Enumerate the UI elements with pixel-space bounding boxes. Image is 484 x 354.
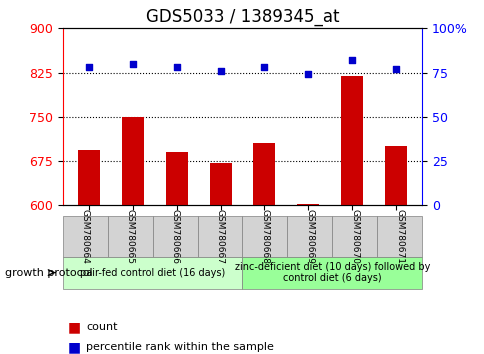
Bar — [78, 150, 100, 205]
Text: GSM780664: GSM780664 — [81, 209, 90, 264]
Text: GSM780665: GSM780665 — [125, 209, 135, 264]
Text: percentile rank within the sample: percentile rank within the sample — [86, 342, 273, 352]
Point — [391, 66, 399, 72]
Text: count: count — [86, 322, 118, 332]
Point — [85, 64, 93, 70]
Text: pair-fed control diet (16 days): pair-fed control diet (16 days) — [80, 268, 225, 278]
Text: GSM780666: GSM780666 — [170, 209, 180, 264]
Bar — [209, 163, 231, 205]
Point — [173, 64, 181, 70]
Text: GSM780667: GSM780667 — [215, 209, 224, 264]
Text: ■: ■ — [68, 320, 81, 335]
Text: GSM780668: GSM780668 — [260, 209, 269, 264]
Point — [260, 64, 268, 70]
Text: growth protocol: growth protocol — [5, 268, 92, 278]
Title: GDS5033 / 1389345_at: GDS5033 / 1389345_at — [146, 8, 338, 25]
Text: GSM780671: GSM780671 — [394, 209, 403, 264]
Text: GSM780670: GSM780670 — [349, 209, 359, 264]
Bar — [340, 75, 362, 205]
Bar — [297, 204, 318, 205]
Point — [303, 72, 311, 77]
Text: GSM780669: GSM780669 — [304, 209, 314, 264]
Bar — [253, 143, 275, 205]
Text: ■: ■ — [68, 340, 81, 354]
Text: zinc-deficient diet (10 days) followed by
control diet (6 days): zinc-deficient diet (10 days) followed b… — [234, 262, 429, 284]
Bar — [384, 146, 406, 205]
Point — [216, 68, 224, 74]
Bar — [122, 117, 144, 205]
Point — [348, 57, 355, 63]
Bar — [166, 152, 187, 205]
Point — [129, 61, 136, 67]
